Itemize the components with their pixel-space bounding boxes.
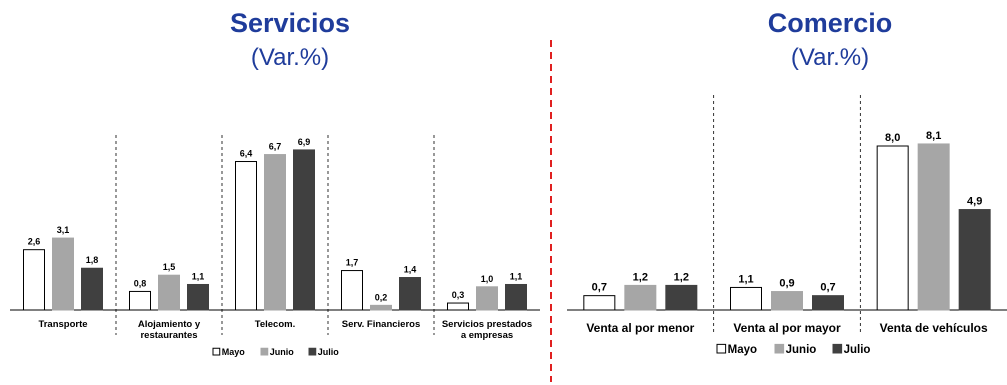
comercio-bar: [583, 295, 616, 311]
servicios-bar: [187, 283, 209, 311]
servicios-data-label: 0,8: [134, 278, 147, 288]
comercio-data-label: 0,7: [592, 282, 607, 294]
comercio-category-label: Venta de vehículos: [880, 321, 988, 335]
comercio-bar: [876, 145, 909, 311]
comercio-data-label: 1,1: [738, 273, 753, 285]
servicios-bar: [52, 237, 74, 311]
comercio-bar: [958, 209, 991, 311]
comercio-chart: 0,7 1,2 1,2 Venta al por menor 1,1 0,9 0,7 Vent…: [567, 95, 1007, 356]
servicios-bar: [81, 267, 103, 311]
servicios-bar: [476, 286, 498, 311]
comercio-data-label: 0,7: [820, 282, 835, 294]
comercio-subtitle: (Var.%): [790, 44, 870, 71]
servicios-bar: [23, 249, 45, 311]
comercio-legend-swatch: [832, 343, 843, 354]
servicios-bar: [158, 274, 180, 311]
comercio-legend-label: Junio: [786, 344, 817, 356]
comercio-data-label: 4,9: [967, 196, 982, 208]
servicios-data-label: 1,5: [163, 262, 176, 272]
servicios-legend-swatch: [260, 347, 269, 356]
comercio-bar: [812, 295, 844, 311]
servicios-data-label: 1,4: [404, 265, 417, 275]
servicios-legend-label: Mayo: [222, 347, 246, 357]
servicios-bar: [505, 283, 527, 311]
comercio-category-label: Venta al por menor: [586, 321, 694, 335]
servicios-chart: 2,6 3,1 1,8 Transporte 0,8 1,5 1,1 Alojamiento …: [10, 135, 540, 357]
comercio-legend-label: Mayo: [728, 344, 757, 356]
comercio-bar: [730, 286, 762, 311]
comercio-bar: [917, 143, 950, 311]
servicios-category-label: Transporte: [38, 319, 87, 330]
servicios-data-label: 6,4: [240, 149, 253, 159]
servicios-category-label: Alojamiento y: [138, 319, 201, 330]
servicios-data-label: 1,1: [510, 271, 523, 281]
servicios-legend-label: Julio: [318, 347, 340, 357]
servicios-bar: [264, 154, 286, 311]
comercio-legend-swatch: [774, 343, 785, 354]
servicios-data-label: 0,2: [375, 292, 388, 302]
servicios-bar: [399, 277, 421, 311]
comercio-data-label: 0,9: [779, 278, 794, 290]
servicios-data-label: 1,1: [192, 271, 205, 281]
servicios-data-label: 3,1: [57, 225, 70, 235]
servicios-bar: [293, 149, 315, 311]
servicios-bar: [129, 290, 151, 311]
comercio-category-label: Venta al por mayor: [733, 321, 841, 335]
servicios-category-label: restaurantes: [140, 330, 197, 341]
servicios-category-label: Telecom.: [255, 319, 295, 330]
servicios-legend-swatch: [308, 347, 317, 356]
comercio-bar: [665, 284, 698, 311]
comercio-legend-swatch: [716, 343, 727, 354]
comercio-data-label: 8,0: [885, 132, 900, 144]
servicios-data-label: 1,0: [481, 274, 494, 284]
comercio-bar: [624, 284, 657, 311]
comercio-data-label: 8,1: [926, 130, 941, 142]
servicios-bar: [447, 302, 469, 311]
servicios-data-label: 1,8: [86, 255, 99, 265]
servicios-bar: [370, 304, 392, 311]
servicios-subtitle: (Var.%): [250, 44, 330, 71]
comercio-bar: [771, 291, 803, 311]
servicios-legend-label: Junio: [270, 347, 295, 357]
comercio-data-label: 1,2: [674, 271, 689, 283]
comercio-legend-label: Julio: [844, 344, 871, 356]
comercio-data-label: 1,2: [633, 271, 648, 283]
servicios-legend-swatch: [212, 347, 221, 356]
servicios-data-label: 2,6: [28, 237, 41, 247]
servicios-category-label: a empresas: [461, 330, 513, 341]
servicios-title: Servicios: [229, 8, 351, 38]
servicios-data-label: 6,9: [298, 137, 311, 147]
servicios-category-label: Servicios prestados: [442, 319, 532, 330]
servicios-bar: [341, 270, 363, 311]
servicios-data-label: 6,7: [269, 142, 282, 152]
servicios-data-label: 0,3: [452, 290, 465, 300]
comercio-title: Comercio: [767, 8, 893, 38]
servicios-data-label: 1,7: [346, 258, 359, 268]
servicios-bar: [235, 161, 257, 311]
servicios-category-label: Serv. Financieros: [342, 319, 421, 330]
